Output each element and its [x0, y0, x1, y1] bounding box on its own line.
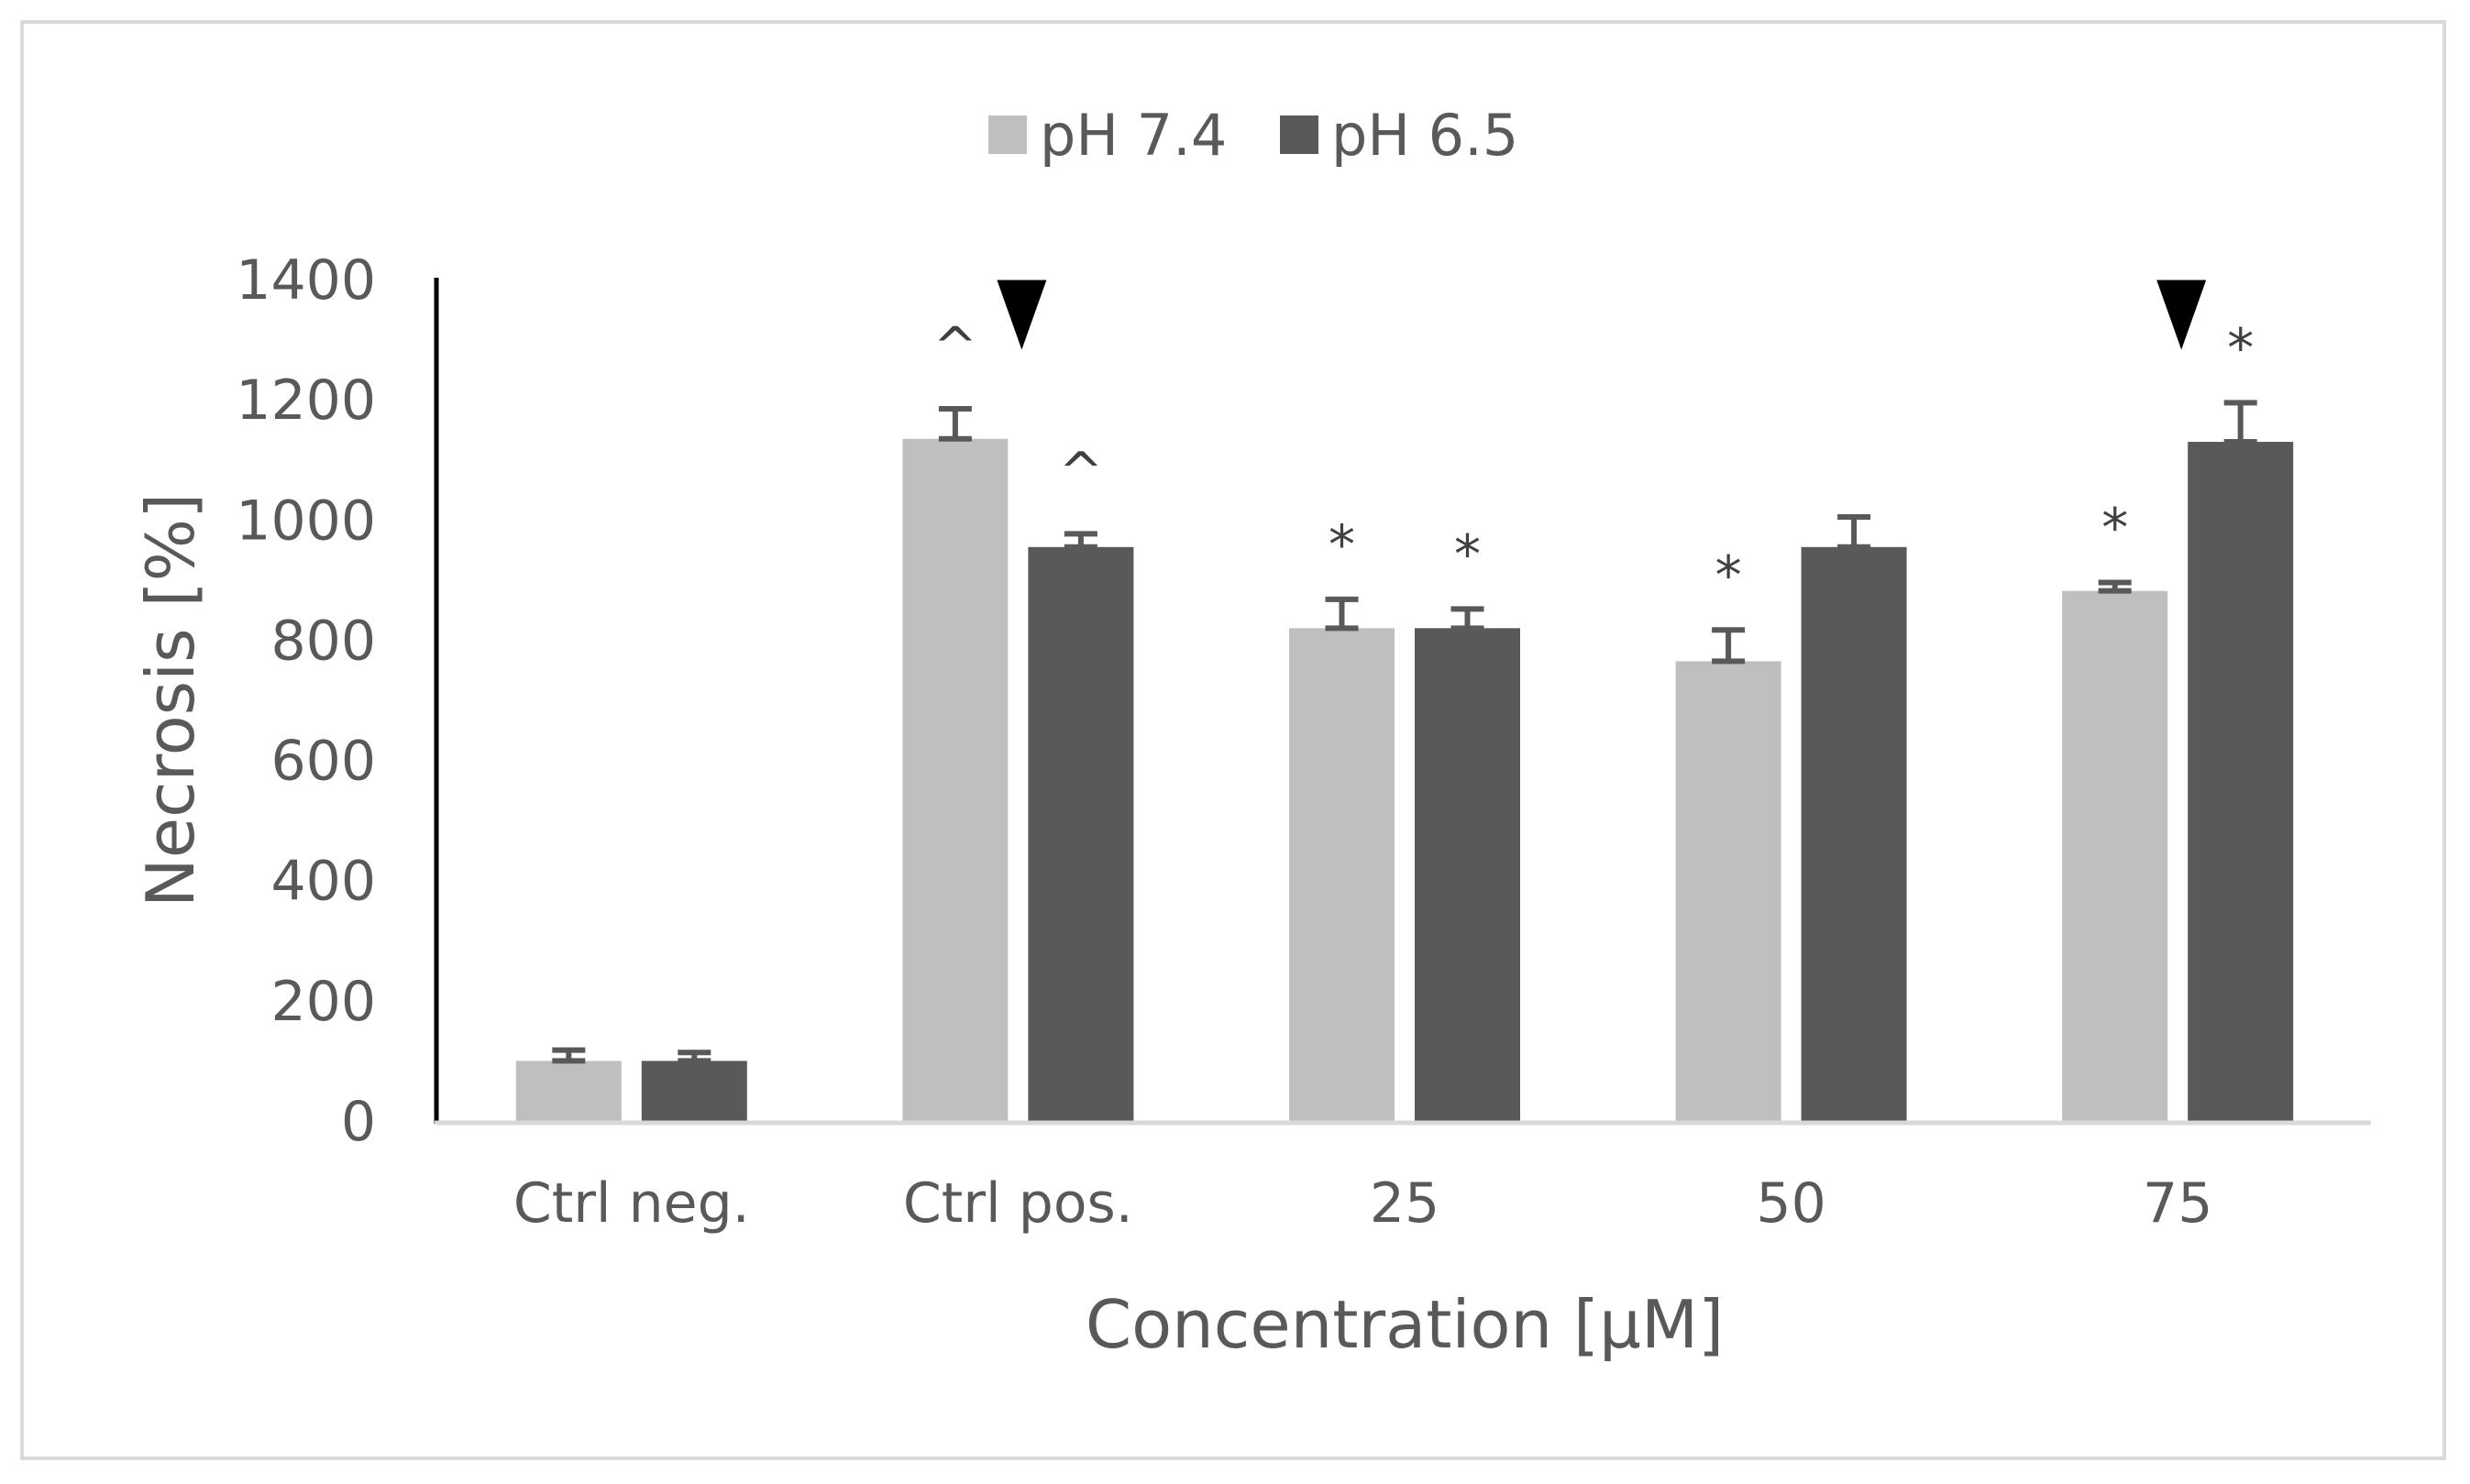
highlight-triangle-marker [997, 280, 1047, 350]
y-axis-title: Necrosis [%] [132, 493, 209, 907]
bar-pH-65-4 [2188, 442, 2294, 1121]
significance-label: * [1329, 513, 1355, 576]
y-tick-label: 1400 [236, 248, 376, 313]
y-tick-label: 400 [270, 850, 376, 914]
bar-pH-74-1 [902, 438, 1009, 1121]
bar-pH-65-1 [1028, 546, 1134, 1121]
legend-swatch [988, 115, 1027, 154]
y-tick-label: 1000 [236, 489, 376, 553]
y-tick-label: 200 [270, 970, 376, 1034]
legend-label: pH 6.5 [1331, 102, 1518, 169]
significance-label: * [2101, 496, 2128, 558]
legend-swatch [1280, 115, 1318, 154]
bar-chart: pH 7.4 pH 6.5 0 200 400 600 800 1000 1200 1400 ^… [132, 102, 2371, 1363]
significance-label: ^ [1059, 440, 1104, 502]
bar-pH-74-0 [515, 1061, 622, 1121]
y-tick-label: 800 [270, 609, 376, 673]
x-category-label: 75 [2143, 1171, 2212, 1236]
significance-label: * [1715, 544, 1742, 606]
bar-pH-65-2 [1415, 628, 1520, 1121]
bar-pH-74-4 [2062, 590, 2168, 1121]
highlight-triangle-marker [2156, 280, 2207, 350]
legend: pH 7.4 pH 6.5 [988, 102, 1518, 169]
y-tick-label: 600 [270, 730, 376, 794]
bar-pH-65-3 [1801, 546, 1907, 1121]
y-tick-label: 0 [341, 1090, 376, 1154]
bars-group: ^ * * * ^ * * [515, 280, 2294, 1121]
chart-frame: pH 7.4 pH 6.5 0 200 400 600 800 1000 1200 1400 ^… [20, 20, 2446, 1460]
x-category-label: Ctrl pos. [903, 1171, 1133, 1236]
bar-pH-74-3 [1675, 661, 1781, 1121]
x-category-label: Ctrl neg. [513, 1171, 750, 1236]
y-tick-label: 1200 [236, 368, 376, 433]
significance-label: ^ [933, 315, 978, 378]
legend-label: pH 7.4 [1040, 102, 1227, 169]
y-axis-ticks: 0 200 400 600 800 1000 1200 1400 [236, 248, 376, 1154]
x-axis-title: Concentration [µM] [1086, 1286, 1724, 1363]
x-category-label: 50 [1756, 1171, 1825, 1236]
axes [434, 278, 2371, 1126]
significance-label: * [2227, 316, 2254, 379]
x-category-label: 25 [1370, 1171, 1439, 1236]
bar-pH-74-2 [1289, 628, 1395, 1121]
category-labels: Ctrl neg. Ctrl pos. 25 50 75 [513, 1171, 2213, 1236]
significance-label: * [1454, 522, 1481, 585]
bar-pH-65-0 [641, 1061, 747, 1121]
